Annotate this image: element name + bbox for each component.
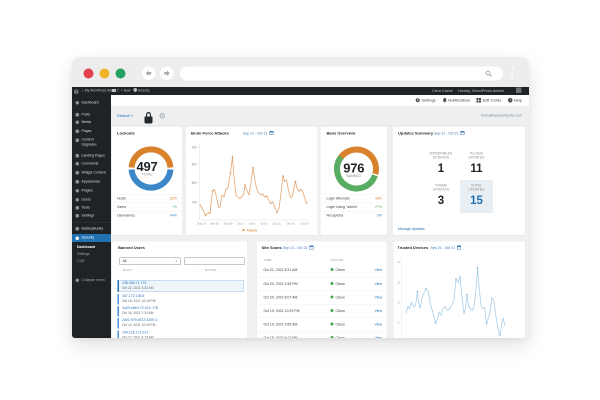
svg-text:Sep 26: Sep 26 (210, 222, 219, 226)
svg-text:Sep 23: Sep 23 (197, 222, 206, 226)
svg-text:800: 800 (192, 181, 198, 185)
svg-text:4: 4 (398, 261, 400, 265)
svg-text:3: 3 (398, 281, 400, 285)
svg-text:Sep 29: Sep 29 (224, 222, 233, 226)
svg-text:Attacks: Attacks (247, 229, 258, 233)
svg-text:Oct 12: Oct 12 (272, 222, 281, 226)
svg-text:Oct 2: Oct 2 (237, 222, 244, 226)
svg-text:Oct 16: Oct 16 (286, 222, 295, 226)
svg-text:Oct 8: Oct 8 (260, 222, 267, 226)
svg-text:?: ? (509, 98, 511, 102)
svg-text:1: 1 (398, 321, 400, 325)
svg-text:900: 900 (192, 146, 198, 150)
svg-text:2: 2 (398, 301, 400, 305)
svg-text:Oct 20: Oct 20 (300, 222, 309, 226)
svg-text:850: 850 (192, 163, 198, 167)
svg-text:750: 750 (192, 201, 198, 205)
svg-text:Oct 5: Oct 5 (249, 222, 256, 226)
